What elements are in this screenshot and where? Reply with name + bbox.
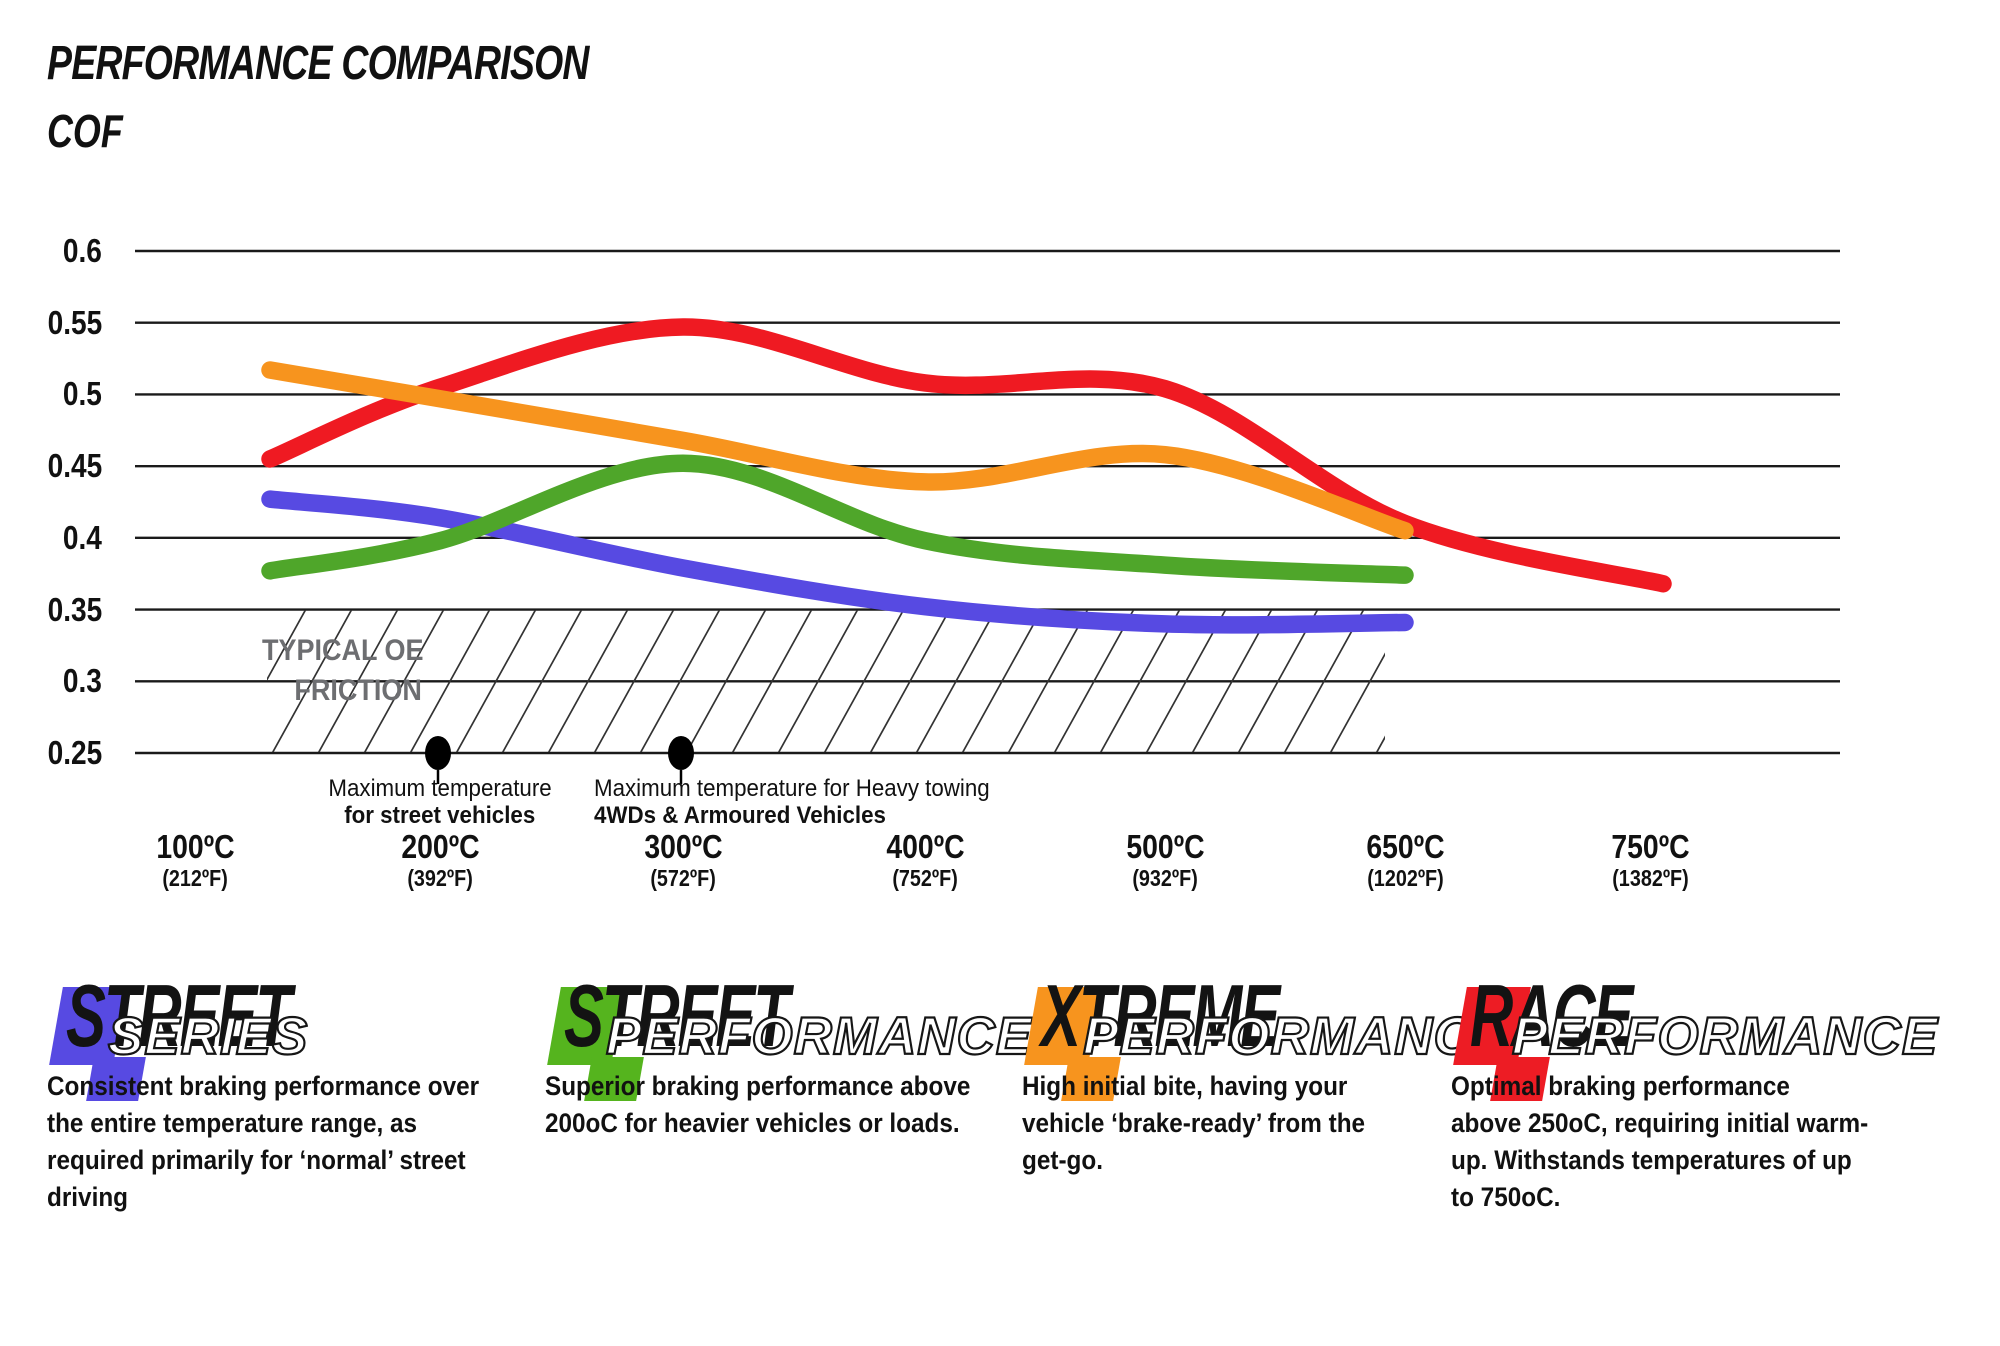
logo-word1: STREET	[564, 966, 790, 1065]
logo-word2: PERFORMANCE	[605, 1006, 1033, 1067]
page-title: PERFORMANCE COMPARISON	[47, 37, 589, 90]
series-description: Consistent braking performance over the e…	[47, 1068, 479, 1216]
series-logo: RACE PERFORMANCE	[1451, 966, 1938, 1115]
oe-label-line2: FRICTION	[294, 674, 422, 707]
legend-card-street-performance: STREET PERFORMANCE Superior braking perfor…	[545, 966, 1032, 1345]
y-tick-label-0.4: 0.4	[63, 518, 102, 556]
description-line: 200oC for heavier vehicles or loads.	[545, 1108, 960, 1138]
oe-label-line1: TYPICAL OE	[262, 634, 424, 667]
x-tick-label-fahrenheit-500: (932ºF)	[1132, 865, 1198, 891]
y-tick-label-0.45: 0.45	[47, 447, 102, 485]
annotation-line: Maximum temperature	[328, 775, 552, 802]
description-line: above 250oC, requiring initial warm-	[1451, 1108, 1869, 1138]
logo-word1: RACE	[1470, 966, 1633, 1065]
annotation-street-max-temp: Maximum temperature for street vehicles	[260, 775, 620, 829]
x-tick-label-fahrenheit-300: (572ºF)	[650, 865, 716, 891]
logo-word2: PERFORMANCE	[1511, 1006, 1939, 1067]
annotation-line: Maximum temperature for Heavy towing	[594, 775, 990, 802]
y-tick-label-0.55: 0.55	[47, 303, 102, 341]
legend-card-street-series: STREET SERIES Consistent braking performan…	[47, 966, 527, 1345]
description-line: required primarily for ‘normal’ street	[47, 1145, 466, 1175]
description-line: driving	[47, 1182, 129, 1212]
logo-word2: SERIES	[107, 1006, 309, 1067]
oe-friction-hatch-band	[267, 610, 1385, 753]
description-line: get-go.	[1022, 1145, 1103, 1175]
logo-word2: PERFORMANCE	[1082, 1006, 1510, 1067]
y-tick-label-0.6: 0.6	[63, 232, 102, 269]
x-tick-label-fahrenheit-750: (1382ºF)	[1611, 865, 1689, 891]
annotation-line-bold: 4WDs & Armoured Vehicles	[594, 802, 886, 829]
y-tick-label-0.5: 0.5	[63, 375, 102, 413]
annotation-line-bold: for street vehicles	[344, 802, 536, 829]
series-description: Optimal braking performance above 250oC, …	[1451, 1068, 1868, 1216]
annotation-heavy-towing-max-temp: Maximum temperature for Heavy towing 4WD…	[594, 775, 1019, 829]
max-temp-dot-300c	[668, 736, 694, 771]
x-tick-label-fahrenheit-200: (392ºF)	[407, 865, 473, 891]
x-tick-label-celsius-300: 300ºC	[643, 828, 723, 865]
x-tick-label-fahrenheit-400: (752ºF)	[892, 865, 958, 891]
description-line: Consistent braking performance over	[47, 1071, 480, 1101]
series-description: Superior braking performance above 200oC …	[545, 1068, 970, 1142]
series-logo: STREET SERIES	[47, 966, 527, 1115]
logo-word1: STREET	[66, 966, 292, 1065]
description-line: to 750oC.	[1451, 1182, 1561, 1212]
description-line: Optimal braking performance	[1451, 1071, 1790, 1101]
oe-friction-band-label: TYPICAL OE FRICTION	[262, 631, 424, 711]
max-temp-dot-200c	[425, 736, 451, 771]
description-line: High initial bite, having your	[1022, 1071, 1348, 1101]
series-line-xtreme-performance	[261, 361, 1414, 540]
x-tick-label-celsius-400: 400ºC	[885, 828, 965, 865]
legend-card-xtreme-performance: XTREME PERFORMANCE High initial bite, havi…	[1022, 966, 1509, 1345]
logo-word1: XTREME	[1041, 966, 1280, 1065]
description-line: the entire temperature range, as	[47, 1108, 418, 1138]
description-line: Superior braking performance above	[545, 1071, 971, 1101]
description-line: vehicle ‘brake-ready’ from the	[1022, 1108, 1366, 1138]
y-axis-title: COF	[47, 105, 123, 157]
x-tick-label-celsius-750: 750ºC	[1610, 828, 1690, 865]
x-tick-label-fahrenheit-100: (212ºF)	[162, 865, 228, 891]
legend-card-race-performance: RACE PERFORMANCE Optimal braking performan…	[1451, 966, 1938, 1345]
series-line-street-performance	[261, 454, 1414, 584]
x-tick-label-celsius-500: 500ºC	[1125, 828, 1205, 865]
y-tick-label-0.35: 0.35	[47, 590, 102, 628]
x-tick-label-celsius-650: 650ºC	[1365, 828, 1445, 865]
series-description: High initial bite, having your vehicle ‘b…	[1022, 1068, 1365, 1179]
series-line-street-series	[261, 490, 1414, 634]
series-logo: XTREME PERFORMANCE	[1022, 966, 1509, 1115]
series-logo: STREET PERFORMANCE	[545, 966, 1032, 1115]
y-tick-label-0.25: 0.25	[47, 734, 102, 771]
y-tick-label-0.3: 0.3	[63, 662, 102, 700]
description-line: up. Withstands temperatures of up	[1451, 1145, 1852, 1175]
x-tick-label-celsius-100: 100ºC	[155, 828, 235, 865]
x-tick-label-fahrenheit-650: (1202ºF)	[1366, 865, 1444, 891]
x-tick-label-celsius-200: 200ºC	[400, 828, 480, 865]
